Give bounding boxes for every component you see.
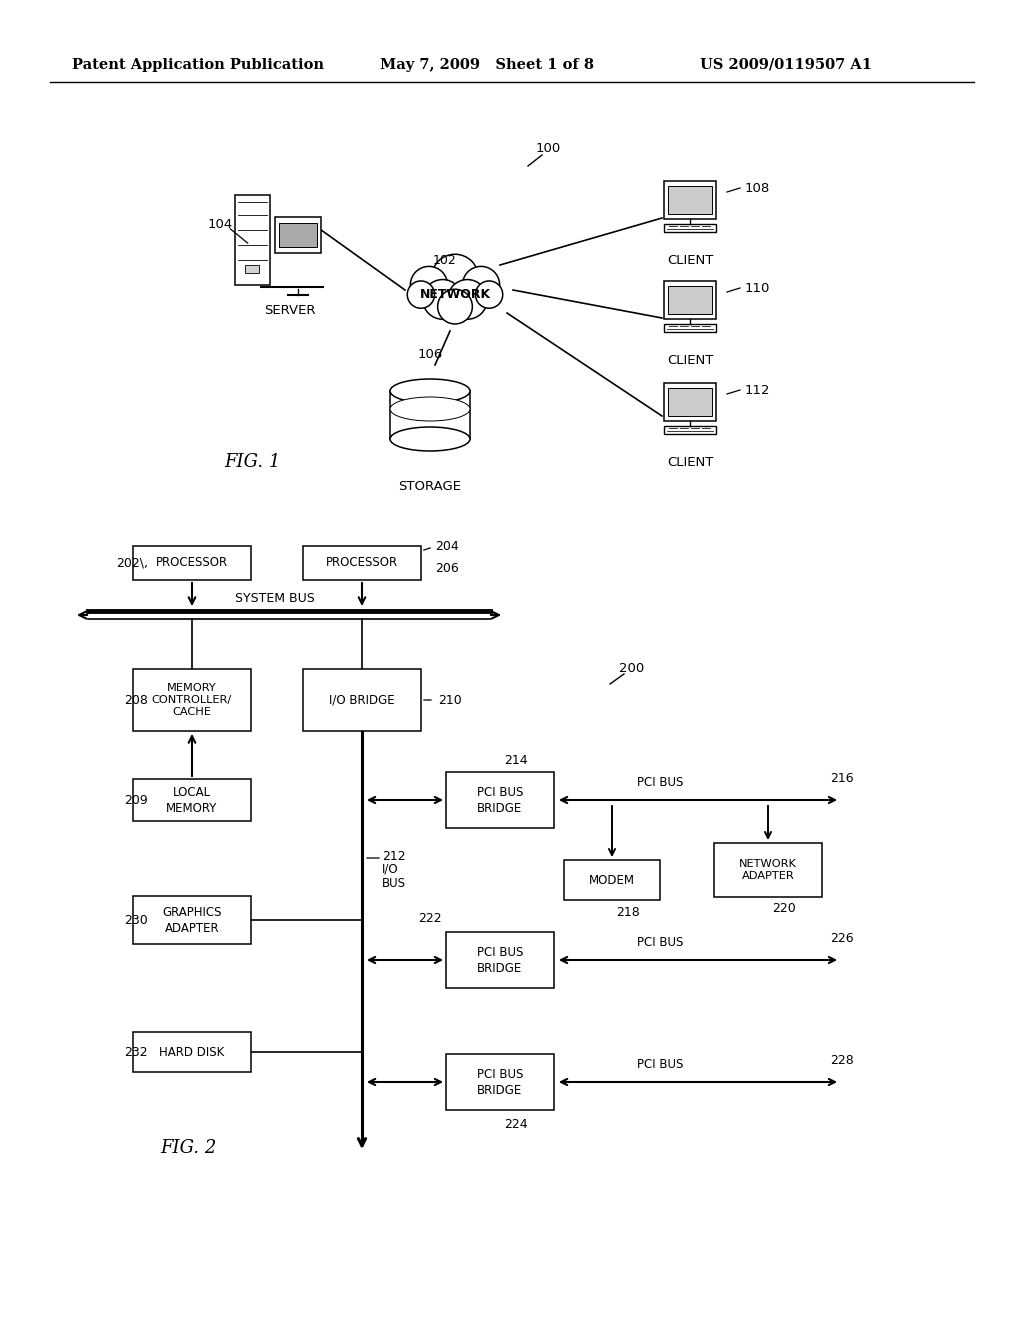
Text: PCI BUS: PCI BUS <box>637 776 683 788</box>
Text: 206: 206 <box>435 562 459 576</box>
Text: 110: 110 <box>745 281 770 294</box>
Bar <box>664 181 716 219</box>
Text: FIG. 2: FIG. 2 <box>160 1139 216 1158</box>
Text: NETWORK
ADAPTER: NETWORK ADAPTER <box>739 859 797 882</box>
Bar <box>664 281 716 319</box>
Text: PCI BUS
BRIDGE: PCI BUS BRIDGE <box>477 1068 523 1097</box>
Bar <box>664 426 716 434</box>
Text: 230: 230 <box>124 913 148 927</box>
Text: 224: 224 <box>504 1118 527 1130</box>
Bar <box>245 265 259 273</box>
Circle shape <box>411 267 447 304</box>
Bar <box>668 186 712 214</box>
Bar <box>714 843 822 898</box>
Bar <box>664 224 716 232</box>
Circle shape <box>437 289 472 323</box>
Bar <box>133 669 251 731</box>
Text: 220: 220 <box>772 902 796 915</box>
Bar <box>446 772 554 828</box>
Text: 222: 222 <box>419 912 442 924</box>
Bar <box>133 779 251 821</box>
Bar <box>133 896 251 944</box>
Bar <box>446 1053 554 1110</box>
Bar <box>133 546 251 579</box>
Text: I/O BRIDGE: I/O BRIDGE <box>329 693 395 706</box>
Bar <box>234 195 269 285</box>
Circle shape <box>447 280 487 319</box>
Text: 104: 104 <box>208 219 232 231</box>
Text: 209: 209 <box>124 793 148 807</box>
Text: HARD DISK: HARD DISK <box>160 1045 224 1059</box>
Text: US 2009/0119507 A1: US 2009/0119507 A1 <box>700 58 872 73</box>
Text: STORAGE: STORAGE <box>398 480 462 494</box>
Bar <box>446 932 554 987</box>
Bar <box>133 1032 251 1072</box>
Text: Patent Application Publication: Patent Application Publication <box>72 58 324 73</box>
Text: 210: 210 <box>438 693 462 706</box>
Text: 204: 204 <box>435 540 459 553</box>
Text: 216: 216 <box>830 771 854 784</box>
Text: SYSTEM BUS: SYSTEM BUS <box>236 593 314 606</box>
Text: FIG. 1: FIG. 1 <box>224 453 281 471</box>
Bar <box>668 388 712 416</box>
Circle shape <box>475 281 503 309</box>
Text: NETWORK: NETWORK <box>420 289 490 301</box>
Ellipse shape <box>390 426 470 451</box>
Text: MEMORY
CONTROLLER/
CACHE: MEMORY CONTROLLER/ CACHE <box>152 682 232 717</box>
Text: 214: 214 <box>504 754 527 767</box>
Text: 212: 212 <box>382 850 406 862</box>
Text: PCI BUS: PCI BUS <box>637 936 683 949</box>
Bar <box>303 546 421 579</box>
Ellipse shape <box>390 379 470 403</box>
Text: MODEM: MODEM <box>589 874 635 887</box>
Bar <box>664 383 716 421</box>
Text: PCI BUS
BRIDGE: PCI BUS BRIDGE <box>477 945 523 974</box>
Circle shape <box>408 281 434 309</box>
Text: 202\,: 202\, <box>116 557 148 569</box>
Text: PCI BUS
BRIDGE: PCI BUS BRIDGE <box>477 785 523 814</box>
Text: 102: 102 <box>433 253 457 267</box>
Text: I/O
BUS: I/O BUS <box>382 862 406 890</box>
Circle shape <box>431 255 478 301</box>
Text: 200: 200 <box>620 661 645 675</box>
Text: SERVER: SERVER <box>264 304 315 317</box>
Text: CLIENT: CLIENT <box>667 455 713 469</box>
Text: May 7, 2009   Sheet 1 of 8: May 7, 2009 Sheet 1 of 8 <box>380 58 594 73</box>
Text: 106: 106 <box>418 348 442 362</box>
Bar <box>390 391 470 440</box>
Text: GRAPHICS
ADAPTER: GRAPHICS ADAPTER <box>162 906 222 935</box>
Text: 112: 112 <box>745 384 770 396</box>
Text: 108: 108 <box>745 181 770 194</box>
Text: 218: 218 <box>616 906 640 919</box>
Text: PROCESSOR: PROCESSOR <box>156 557 228 569</box>
Text: 232: 232 <box>124 1045 148 1059</box>
Text: 228: 228 <box>830 1053 854 1067</box>
Circle shape <box>423 280 463 319</box>
Bar <box>664 323 716 333</box>
Text: PCI BUS: PCI BUS <box>637 1057 683 1071</box>
Bar <box>303 669 421 731</box>
Text: CLIENT: CLIENT <box>667 253 713 267</box>
Text: PROCESSOR: PROCESSOR <box>326 557 398 569</box>
Text: CLIENT: CLIENT <box>667 354 713 367</box>
Circle shape <box>463 267 500 304</box>
Ellipse shape <box>390 397 470 421</box>
Bar <box>668 286 712 314</box>
Text: 226: 226 <box>830 932 854 945</box>
Text: LOCAL
MEMORY: LOCAL MEMORY <box>166 785 218 814</box>
Bar <box>275 216 321 253</box>
Text: 208: 208 <box>124 693 148 706</box>
Bar <box>564 861 660 900</box>
Bar <box>279 223 317 247</box>
Text: 100: 100 <box>536 141 560 154</box>
